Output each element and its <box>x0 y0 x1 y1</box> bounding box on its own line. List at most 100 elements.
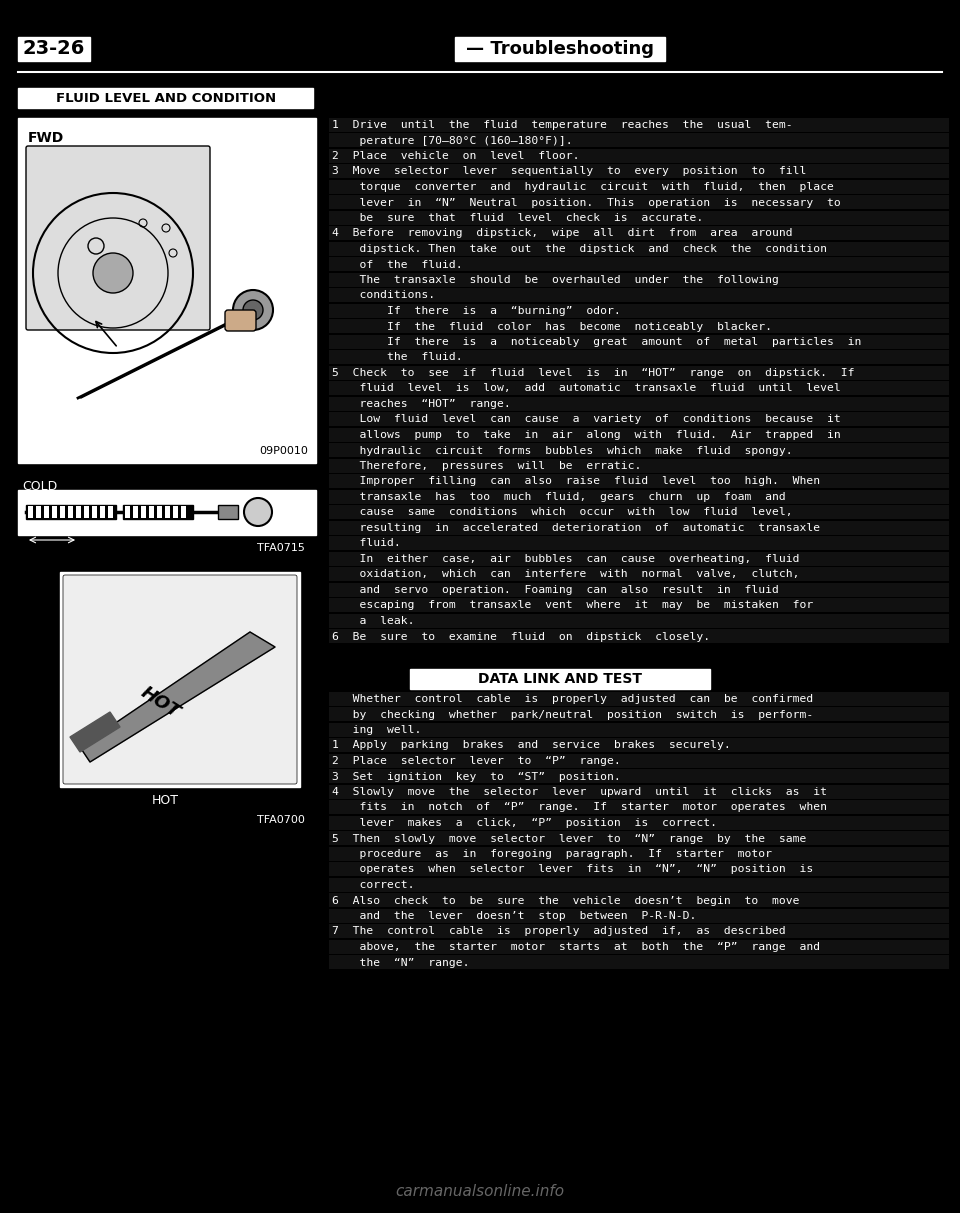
Text: HOT: HOT <box>152 793 179 807</box>
Bar <box>181 506 186 518</box>
Text: 6  Be  sure  to  examine  fluid  on  dipstick  closely.: 6 Be sure to examine fluid on dipstick c… <box>332 632 710 642</box>
Bar <box>329 148 949 163</box>
Bar <box>44 506 49 518</box>
Bar <box>133 506 138 518</box>
Text: perature [70–80°C (160—180°F)].: perature [70–80°C (160—180°F)]. <box>332 136 572 146</box>
Text: and  the  lever  doesn’t  stop  between  P-R-N-D.: and the lever doesn’t stop between P-R-N… <box>332 911 696 921</box>
Text: and  servo  operation.  Foaming  can  also  result  in  fluid: and servo operation. Foaming can also re… <box>332 585 779 596</box>
Text: Therefore,  pressures  will  be  erratic.: Therefore, pressures will be erratic. <box>332 461 641 471</box>
Text: 4  Before  removing  dipstick,  wipe  all  dirt  from  area  around: 4 Before removing dipstick, wipe all dir… <box>332 228 793 239</box>
Text: by  checking  whether  park/neutral  position  switch  is  perform-: by checking whether park/neutral positio… <box>332 710 813 719</box>
Text: procedure  as  in  foregoing  paragraph.  If  starter  motor: procedure as in foregoing paragraph. If … <box>332 849 772 859</box>
Bar <box>329 801 949 814</box>
Bar <box>60 506 65 518</box>
Bar <box>84 506 89 518</box>
Bar <box>218 505 238 519</box>
Text: FLUID LEVEL AND CONDITION: FLUID LEVEL AND CONDITION <box>56 91 276 104</box>
Text: ing  well.: ing well. <box>332 725 421 735</box>
Bar <box>329 893 949 907</box>
Bar <box>60 573 300 787</box>
Bar <box>125 506 130 518</box>
Circle shape <box>244 499 272 526</box>
Bar <box>329 831 949 845</box>
Bar <box>329 365 949 380</box>
Bar <box>329 552 949 565</box>
Bar <box>329 707 949 721</box>
Bar <box>329 785 949 798</box>
Bar <box>329 335 949 348</box>
Bar <box>329 847 949 860</box>
Bar <box>329 381 949 395</box>
FancyBboxPatch shape <box>26 146 210 330</box>
Text: If  there  is  a  “burning”  odor.: If there is a “burning” odor. <box>332 306 621 317</box>
Text: HOT: HOT <box>137 683 182 722</box>
Text: allows  pump  to  take  in  air  along  with  fluid.  Air  trapped  in: allows pump to take in air along with fl… <box>332 429 841 440</box>
Text: fluid  level  is  low,  add  automatic  transaxle  fluid  until  level: fluid level is low, add automatic transa… <box>332 383 841 393</box>
Bar <box>173 506 178 518</box>
Text: the  “N”  range.: the “N” range. <box>332 957 469 968</box>
Text: escaping  from  transaxle  vent  where  it  may  be  mistaken  for: escaping from transaxle vent where it ma… <box>332 600 813 610</box>
Text: DATA LINK AND TEST: DATA LINK AND TEST <box>478 672 642 687</box>
Bar <box>410 670 710 689</box>
Text: COLD: COLD <box>22 480 58 494</box>
Text: If  there  is  a  noticeably  great  amount  of  metal  particles  in: If there is a noticeably great amount of… <box>332 337 861 347</box>
Bar <box>123 505 193 519</box>
Bar <box>329 815 949 830</box>
Text: dipstick. Then  take  out  the  dipstick  and  check  the  condition: dipstick. Then take out the dipstick and… <box>332 244 827 254</box>
Text: 23-26: 23-26 <box>23 40 85 58</box>
Text: TFA0715: TFA0715 <box>257 543 305 553</box>
Bar <box>329 303 949 318</box>
Text: 3  Set  ignition  key  to  “ST”  position.: 3 Set ignition key to “ST” position. <box>332 771 621 781</box>
Bar <box>329 257 949 270</box>
Bar <box>455 38 665 61</box>
Bar <box>329 133 949 147</box>
Bar <box>329 180 949 194</box>
Bar <box>68 506 73 518</box>
Bar <box>329 319 949 334</box>
Text: lever  makes  a  click,  “P”  position  is  correct.: lever makes a click, “P” position is cor… <box>332 818 717 828</box>
Text: FWD: FWD <box>28 131 64 146</box>
Bar <box>329 940 949 953</box>
Text: fits  in  notch  of  “P”  range.  If  starter  motor  operates  when: fits in notch of “P” range. If starter m… <box>332 803 827 813</box>
Bar <box>329 412 949 426</box>
Bar <box>329 164 949 178</box>
Text: conditions.: conditions. <box>332 290 435 301</box>
Bar <box>329 397 949 410</box>
Bar <box>329 723 949 736</box>
Bar <box>141 506 146 518</box>
Text: a  leak.: a leak. <box>332 616 415 626</box>
Text: fluid.: fluid. <box>332 539 400 548</box>
Text: The  transaxle  should  be  overhauled  under  the  following: The transaxle should be overhauled under… <box>332 275 779 285</box>
Text: 1  Apply  parking  brakes  and  service  brakes  securely.: 1 Apply parking brakes and service brake… <box>332 740 731 751</box>
Bar <box>108 506 113 518</box>
Text: oxidation,  which  can  interfere  with  normal  valve,  clutch,: oxidation, which can interfere with norm… <box>332 569 800 580</box>
Text: reaches  “HOT”  range.: reaches “HOT” range. <box>332 399 511 409</box>
Bar <box>92 506 97 518</box>
Bar <box>329 195 949 209</box>
Text: torque  converter  and  hydraulic  circuit  with  fluid,  then  place: torque converter and hydraulic circuit w… <box>332 182 834 192</box>
Text: 6  Also  check  to  be  sure  the  vehicle  doesn’t  begin  to  move: 6 Also check to be sure the vehicle does… <box>332 895 800 905</box>
Bar <box>329 536 949 549</box>
Text: Low  fluid  level  can  cause  a  variety  of  conditions  because  it: Low fluid level can cause a variety of c… <box>332 415 841 425</box>
Bar <box>329 582 949 597</box>
Bar <box>157 506 162 518</box>
Text: hydraulic  circuit  forms  bubbles  which  make  fluid  spongy.: hydraulic circuit forms bubbles which ma… <box>332 445 793 456</box>
Bar <box>329 459 949 473</box>
Text: 1  Drive  until  the  fluid  temperature  reaches  the  usual  tem-: 1 Drive until the fluid temperature reac… <box>332 120 793 130</box>
Text: 5  Check  to  see  if  fluid  level  is  in  “HOT”  range  on  dipstick.  If: 5 Check to see if fluid level is in “HOT… <box>332 368 854 378</box>
Bar <box>329 273 949 286</box>
Bar <box>329 738 949 752</box>
Text: 2  Place  vehicle  on  level  floor.: 2 Place vehicle on level floor. <box>332 150 580 161</box>
Bar <box>329 877 949 892</box>
Bar <box>329 566 949 581</box>
Bar <box>329 118 949 131</box>
Bar <box>165 506 170 518</box>
Bar <box>329 505 949 519</box>
Text: TFA0700: TFA0700 <box>257 815 305 825</box>
Text: above,  the  starter  motor  starts  at  both  the  “P”  range  and: above, the starter motor starts at both … <box>332 943 820 952</box>
Text: 4  Slowly  move  the  selector  lever  upward  until  it  clicks  as  it: 4 Slowly move the selector lever upward … <box>332 787 827 797</box>
Bar <box>329 630 949 643</box>
Bar <box>329 598 949 613</box>
Bar <box>329 211 949 224</box>
Bar <box>28 506 33 518</box>
